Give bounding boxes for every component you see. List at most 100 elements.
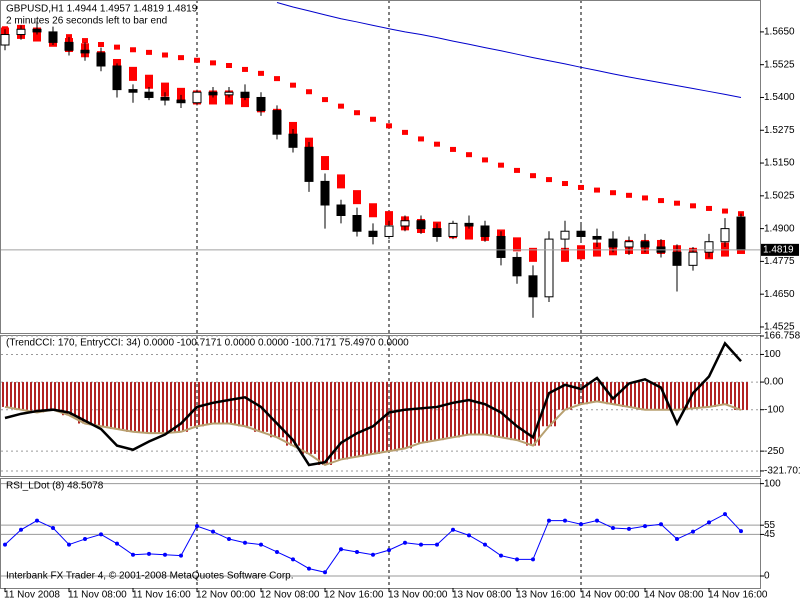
series-dot (691, 529, 695, 534)
histogram-bar (698, 382, 700, 409)
candle-body (208, 91, 218, 96)
x-tick-label: 11 Nov 2008 (4, 590, 60, 600)
histogram-bar (278, 382, 280, 438)
histogram-bar (14, 382, 16, 410)
candle-body (640, 241, 650, 248)
histogram-bar (438, 382, 440, 441)
histogram-bar (334, 382, 336, 460)
histogram-bar (682, 382, 684, 410)
series-dot (115, 541, 119, 546)
histogram-bar (502, 382, 504, 438)
cci-panel (0, 335, 761, 477)
candle-body (480, 225, 490, 237)
histogram-bar (530, 382, 532, 446)
y-tick-label: 1.4775 (764, 256, 795, 267)
histogram-bar (250, 382, 252, 427)
histogram-bar (522, 382, 524, 441)
histogram-bar (742, 382, 744, 410)
series-dot (659, 522, 663, 527)
series-dot (483, 542, 487, 547)
last-price-label: 1.4819 (763, 244, 794, 255)
histogram-bar (550, 382, 552, 427)
histogram-bar (730, 382, 732, 405)
candle-body (80, 49, 90, 54)
last-price-box (761, 243, 799, 256)
histogram-bar (566, 382, 568, 410)
x-tick-label: 14 Nov 16:00 (708, 590, 768, 600)
histogram-bar (66, 382, 68, 416)
candle-body (176, 99, 186, 104)
histogram-bar (454, 382, 456, 438)
stop-dot (290, 82, 296, 88)
histogram-bar (62, 382, 64, 416)
histogram-bar (326, 382, 328, 465)
candle-body (416, 220, 426, 230)
histogram-bar (106, 382, 108, 427)
candle-body (0, 34, 10, 46)
histogram-bar (102, 382, 104, 427)
stop-dot (626, 192, 632, 198)
y-tick-label: 100 (764, 478, 781, 489)
series-dot (179, 553, 183, 558)
histogram-bar (430, 382, 432, 441)
candle-body (576, 230, 586, 237)
histogram-bar (446, 382, 448, 438)
histogram-bar (46, 382, 48, 410)
histogram-bar (2, 382, 4, 407)
trend-block (161, 82, 169, 97)
candle-body (192, 91, 202, 104)
histogram-bar (146, 382, 148, 434)
histogram-bar (482, 382, 484, 435)
series-dot (643, 524, 647, 529)
candle-body (368, 230, 378, 237)
histogram-bar (274, 382, 276, 438)
histogram-bar (366, 382, 368, 454)
stop-dot (450, 146, 456, 152)
stop-dot (130, 47, 136, 53)
histogram-bar (526, 382, 528, 446)
series-dot (611, 525, 615, 530)
histogram-bar (674, 382, 676, 410)
series-dot (195, 524, 199, 529)
candle-body (256, 96, 266, 112)
series-dot (163, 552, 167, 557)
series-dot (403, 540, 407, 545)
histogram-bar (130, 382, 132, 432)
histogram-bar (158, 382, 160, 434)
y-tick-label: 45 (764, 529, 776, 540)
series-dot (563, 518, 567, 523)
histogram-bar (82, 382, 84, 424)
histogram-bar (498, 382, 500, 438)
candle-body (352, 214, 362, 232)
series-line (276, 2, 742, 98)
histogram-bar (350, 382, 352, 457)
histogram-bar (594, 382, 596, 402)
histogram-bar (182, 382, 184, 432)
histogram-bar (34, 382, 36, 413)
stop-dot (514, 167, 520, 173)
y-tick-label: 166.7585 (764, 331, 800, 342)
histogram-bar (598, 382, 600, 402)
histogram-bar (194, 382, 196, 427)
histogram-bar (410, 382, 412, 449)
histogram-bar (78, 382, 80, 424)
candle-body (608, 238, 618, 248)
histogram-bar (386, 382, 388, 452)
histogram-bar (282, 382, 284, 438)
candle-body (112, 65, 122, 91)
histogram-bar (374, 382, 376, 454)
series-dot (579, 522, 583, 527)
candle-body (464, 222, 474, 227)
histogram-bar (726, 382, 728, 405)
candle-body (336, 204, 346, 216)
histogram-bar (358, 382, 360, 457)
y-tick-label: 55 (764, 520, 776, 531)
stop-dot (722, 208, 728, 214)
stop-dot (674, 200, 680, 206)
histogram-bar (370, 382, 372, 454)
histogram-bar (558, 382, 560, 410)
series-dot (243, 540, 247, 545)
histogram-bar (486, 382, 488, 435)
stop-dot (338, 103, 344, 109)
trend-block (337, 174, 345, 189)
